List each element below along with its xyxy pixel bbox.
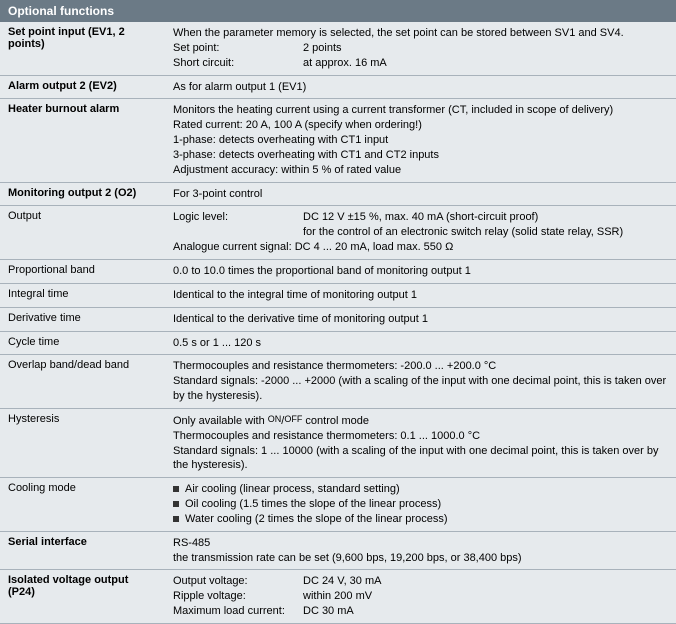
table-row: Cooling modeAir cooling (linear process,… (0, 478, 676, 532)
row-label: Cooling mode (0, 478, 165, 532)
row-label: Overlap band/dead band (0, 355, 165, 409)
row-content: Thermocouples and resistance thermometer… (165, 355, 676, 409)
row-label: Integral time (0, 283, 165, 307)
row-content: 0.5 s or 1 ... 120 s (165, 331, 676, 355)
row-label: Alarm output 2 (EV2) (0, 75, 165, 99)
row-label: Heater burnout alarm (0, 99, 165, 182)
table-row: Isolated voltage output (P24)Output volt… (0, 570, 676, 624)
spec-table: Set point input (EV1, 2 points)When the … (0, 22, 676, 624)
row-content: Identical to the derivative time of moni… (165, 307, 676, 331)
row-label: Isolated voltage output (P24) (0, 570, 165, 624)
row-label: Proportional band (0, 259, 165, 283)
row-content: Air cooling (linear process, standard se… (165, 478, 676, 532)
table-row: Derivative timeIdentical to the derivati… (0, 307, 676, 331)
row-content: Only available with ON/OFF control modeT… (165, 408, 676, 477)
row-content: Monitors the heating current using a cur… (165, 99, 676, 182)
row-label: Monitoring output 2 (O2) (0, 182, 165, 206)
table-row: Integral timeIdentical to the integral t… (0, 283, 676, 307)
row-label: Output (0, 206, 165, 260)
row-content: Logic level:DC 12 V ±15 %, max. 40 mA (s… (165, 206, 676, 260)
table-row: HysteresisOnly available with ON/OFF con… (0, 408, 676, 477)
section-header: Optional functions (0, 0, 676, 22)
table-row: Cycle time0.5 s or 1 ... 120 s (0, 331, 676, 355)
row-label: Set point input (EV1, 2 points) (0, 22, 165, 75)
table-row: OutputLogic level:DC 12 V ±15 %, max. 40… (0, 206, 676, 260)
row-label: Cycle time (0, 331, 165, 355)
row-label: Serial interface (0, 531, 165, 570)
table-row: Monitoring output 2 (O2)For 3-point cont… (0, 182, 676, 206)
row-label: Derivative time (0, 307, 165, 331)
row-content: Identical to the integral time of monito… (165, 283, 676, 307)
table-row: Overlap band/dead bandThermocouples and … (0, 355, 676, 409)
row-content: As for alarm output 1 (EV1) (165, 75, 676, 99)
row-content: 0.0 to 10.0 times the proportional band … (165, 259, 676, 283)
table-row: Proportional band0.0 to 10.0 times the p… (0, 259, 676, 283)
row-content: Output voltage:DC 24 V, 30 mARipple volt… (165, 570, 676, 624)
row-label: Hysteresis (0, 408, 165, 477)
table-row: Set point input (EV1, 2 points)When the … (0, 22, 676, 75)
row-content: RS-485the transmission rate can be set (… (165, 531, 676, 570)
row-content: When the parameter memory is selected, t… (165, 22, 676, 75)
table-row: Alarm output 2 (EV2)As for alarm output … (0, 75, 676, 99)
row-content: For 3-point control (165, 182, 676, 206)
table-row: Serial interfaceRS-485the transmission r… (0, 531, 676, 570)
table-row: Heater burnout alarmMonitors the heating… (0, 99, 676, 182)
